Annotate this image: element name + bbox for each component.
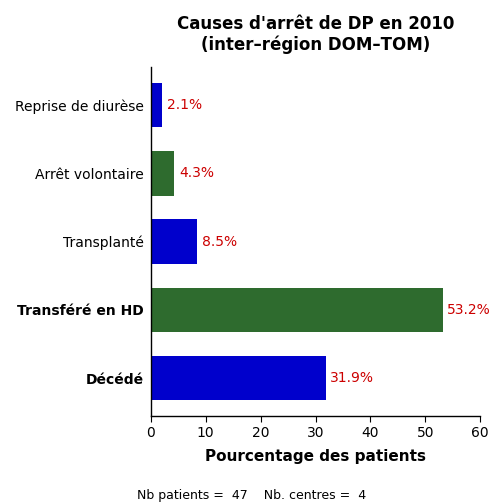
Bar (151, 151, 174, 196)
Bar (151, 219, 198, 264)
Text: 31.9%: 31.9% (330, 371, 374, 385)
Text: 53.2%: 53.2% (447, 303, 491, 317)
Bar (151, 83, 162, 128)
X-axis label: Pourcentage des patients: Pourcentage des patients (205, 449, 426, 464)
Bar (151, 288, 443, 332)
Title: Causes d'arrêt de DP en 2010
(inter–région DOM–TOM): Causes d'arrêt de DP en 2010 (inter–régi… (177, 15, 454, 54)
Bar (151, 356, 326, 400)
Text: Nb patients =  47    Nb. centres =  4: Nb patients = 47 Nb. centres = 4 (138, 489, 366, 502)
Text: 2.1%: 2.1% (167, 98, 202, 112)
Text: 4.3%: 4.3% (179, 166, 214, 180)
Text: 8.5%: 8.5% (202, 234, 237, 248)
